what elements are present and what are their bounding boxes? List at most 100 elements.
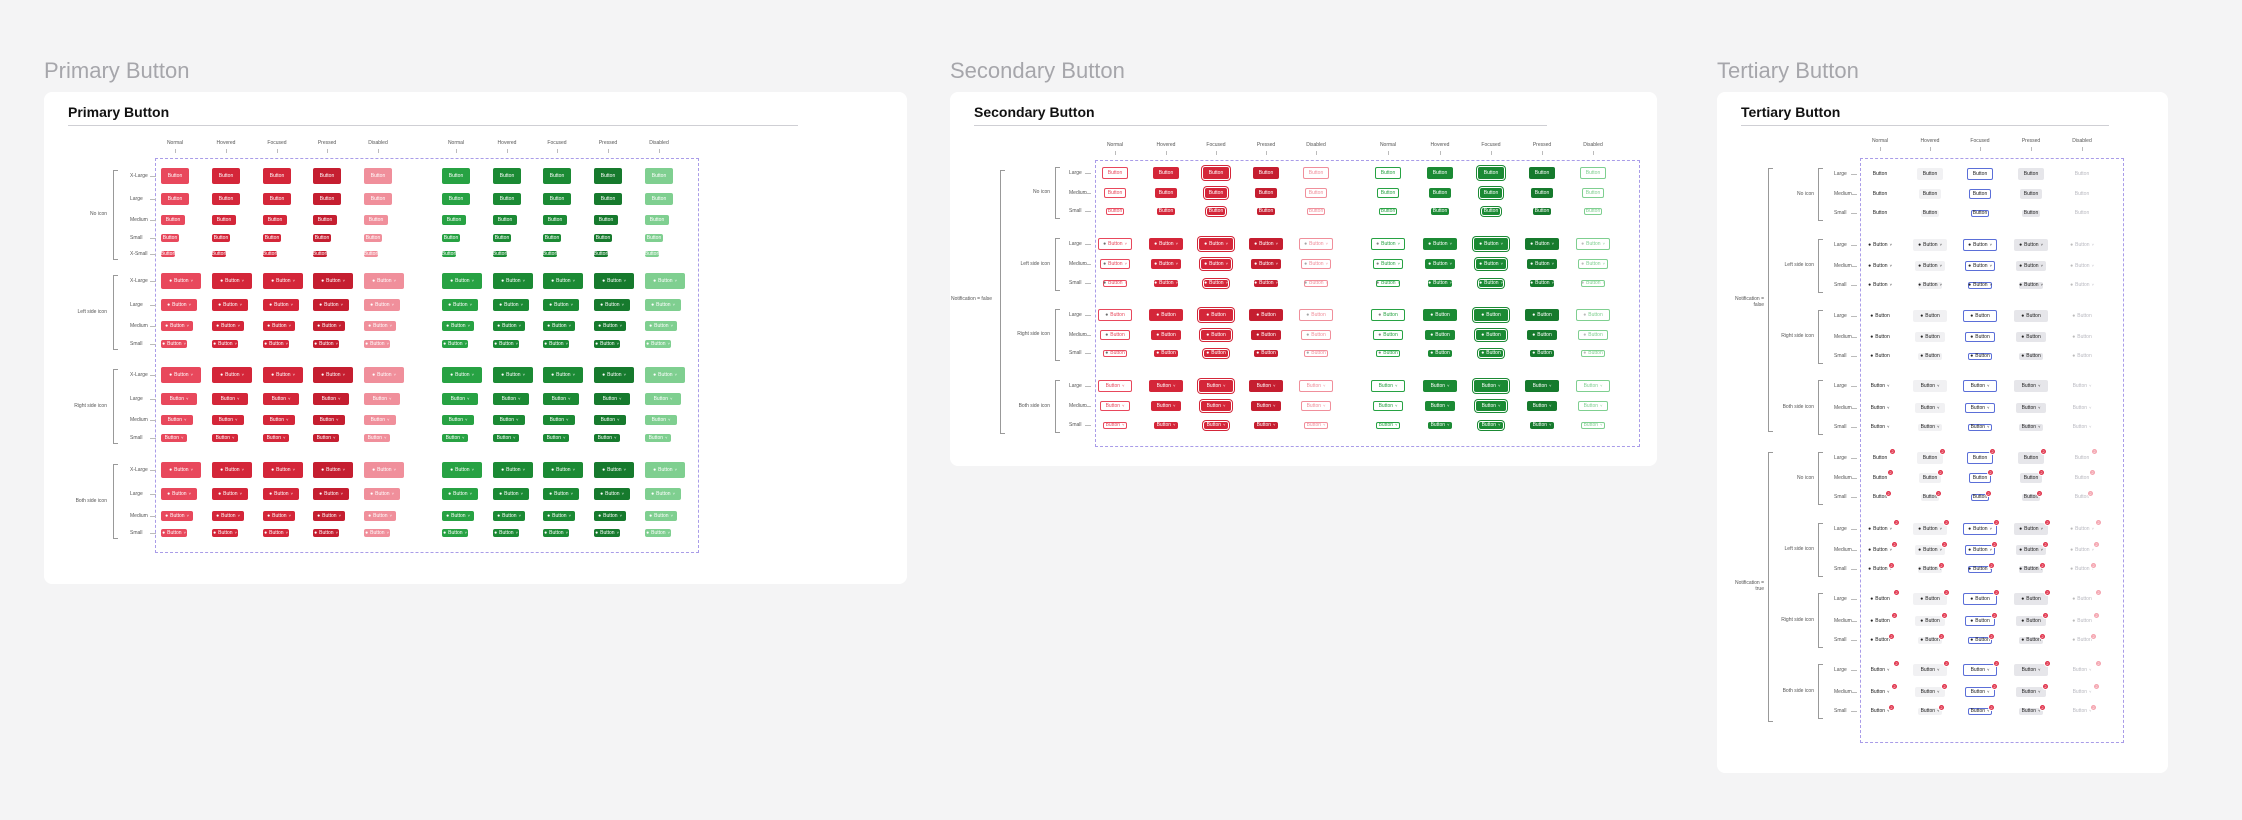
button[interactable]: ● Button ˅ xyxy=(313,462,353,478)
button[interactable]: Button xyxy=(1480,188,1502,198)
button[interactable]: Button xyxy=(645,215,669,225)
button[interactable]: ● Button ˅ xyxy=(1199,238,1233,250)
button[interactable]: Button xyxy=(2069,452,2095,464)
button[interactable]: ● Button ˅ xyxy=(313,299,349,311)
button[interactable]: ● Button ˅ xyxy=(313,529,339,537)
button[interactable]: Button xyxy=(543,251,557,257)
button[interactable]: Button ˅ xyxy=(1863,664,1897,676)
button[interactable]: Button xyxy=(1871,493,1889,501)
button[interactable]: ● Button ˅ xyxy=(1098,238,1132,250)
button[interactable]: Button xyxy=(161,193,189,205)
button[interactable]: ● Button ˅ xyxy=(161,511,193,521)
button[interactable]: Button ˅ xyxy=(1915,403,1945,413)
button[interactable]: ● Button ˅ xyxy=(212,299,248,311)
button[interactable]: Button ˅ xyxy=(2067,687,2097,697)
button[interactable]: Button xyxy=(2073,209,2091,217)
button[interactable]: ● Button xyxy=(1863,310,1897,322)
button[interactable]: Button ˅ xyxy=(2070,423,2094,431)
button[interactable]: Button ˅ xyxy=(212,434,238,442)
button[interactable]: ● Button ˅ xyxy=(442,488,478,500)
button[interactable]: ● Button ˅ xyxy=(645,321,677,331)
button[interactable]: Button ˅ xyxy=(1301,401,1331,411)
button[interactable]: ● Button ˅ xyxy=(1371,238,1405,250)
button[interactable]: ● Button ˅ xyxy=(313,273,353,289)
button[interactable]: ● Button ˅ xyxy=(161,488,197,500)
button[interactable]: Button ˅ xyxy=(1371,380,1405,392)
button[interactable]: ● Button ˅ xyxy=(442,273,482,289)
button[interactable]: Button xyxy=(1207,207,1225,215)
button[interactable]: ● Button ˅ xyxy=(1474,238,1508,250)
button[interactable]: ● Button ˅ xyxy=(543,299,579,311)
button[interactable]: Button ˅ xyxy=(364,393,400,405)
button[interactable]: ● Button ˅ xyxy=(1151,259,1181,269)
button[interactable]: ● Button ˅ xyxy=(1863,239,1897,251)
button[interactable]: ● Button ˅ xyxy=(442,321,474,331)
button[interactable]: ● Button ˅ xyxy=(1913,239,1947,251)
button[interactable]: ● Button xyxy=(1863,593,1897,605)
button[interactable]: ● Button ˅ xyxy=(594,529,620,537)
button[interactable]: ● Button xyxy=(1425,330,1455,340)
button[interactable]: Button xyxy=(493,168,521,184)
button[interactable]: Button ˅ xyxy=(1376,421,1400,429)
button[interactable]: Button ˅ xyxy=(364,415,396,425)
button[interactable]: Button xyxy=(493,215,517,225)
button[interactable]: ● Button ˅ xyxy=(1154,279,1178,287)
button[interactable]: Button ˅ xyxy=(1098,380,1132,392)
button[interactable]: Button ˅ xyxy=(1868,423,1892,431)
button[interactable]: ● Button xyxy=(1249,309,1283,321)
button[interactable]: ● Button ˅ xyxy=(2067,545,2097,555)
button[interactable]: Button ˅ xyxy=(493,393,529,405)
button[interactable]: Button ˅ xyxy=(1479,421,1503,429)
button[interactable]: ● Button ˅ xyxy=(263,462,303,478)
button[interactable]: Button xyxy=(594,234,612,242)
button[interactable]: ● Button ˅ xyxy=(161,529,187,537)
button[interactable]: ● Button ˅ xyxy=(212,529,238,537)
button[interactable]: ● Button ˅ xyxy=(1963,523,1997,535)
button[interactable]: Button ˅ xyxy=(1425,401,1455,411)
button[interactable]: ● Button ˅ xyxy=(543,273,583,289)
button[interactable]: Button xyxy=(1917,168,1943,180)
button[interactable]: ● Button ˅ xyxy=(442,462,482,478)
button[interactable]: ● Button xyxy=(1915,616,1945,626)
button[interactable]: ● Button ˅ xyxy=(364,299,400,311)
button[interactable]: Button xyxy=(1482,207,1500,215)
button[interactable]: Button xyxy=(1529,167,1555,179)
button[interactable]: ● Button xyxy=(1251,330,1281,340)
button[interactable]: ● Button ˅ xyxy=(263,488,299,500)
button[interactable]: ● Button xyxy=(1474,309,1508,321)
button[interactable]: ● Button ˅ xyxy=(594,367,634,383)
button[interactable]: ● Button xyxy=(1371,309,1405,321)
button[interactable]: Button xyxy=(1967,168,1993,180)
button[interactable]: ● Button ˅ xyxy=(1965,545,1995,555)
button[interactable]: Button xyxy=(1157,207,1175,215)
button[interactable]: Button ˅ xyxy=(1204,421,1228,429)
button[interactable]: Button xyxy=(1871,209,1889,217)
button[interactable]: Button ˅ xyxy=(2065,380,2099,392)
button[interactable]: Button xyxy=(493,251,507,257)
button[interactable]: Button ˅ xyxy=(1151,401,1181,411)
button[interactable]: ● Button ˅ xyxy=(442,529,468,537)
button[interactable]: ● Button xyxy=(1913,593,1947,605)
button[interactable]: Button ˅ xyxy=(1965,403,1995,413)
button[interactable]: ● Button ˅ xyxy=(263,321,295,331)
button[interactable]: Button ˅ xyxy=(442,393,478,405)
button[interactable]: Button ˅ xyxy=(1863,380,1897,392)
button[interactable]: Button xyxy=(442,251,456,257)
button[interactable]: Button ˅ xyxy=(263,393,299,405)
button[interactable]: ● Button xyxy=(1254,349,1278,357)
button[interactable]: Button xyxy=(1531,188,1553,198)
button[interactable]: Button ˅ xyxy=(161,415,193,425)
button[interactable]: ● Button ˅ xyxy=(2065,239,2099,251)
button[interactable]: Button ˅ xyxy=(594,393,630,405)
button[interactable]: ● Button ˅ xyxy=(313,488,349,500)
button[interactable]: ● Button ˅ xyxy=(364,488,400,500)
button[interactable]: ● Button ˅ xyxy=(364,321,396,331)
button[interactable]: ● Button xyxy=(1963,310,1997,322)
button[interactable]: ● Button ˅ xyxy=(645,462,685,478)
button[interactable]: Button xyxy=(2018,168,2044,180)
button[interactable]: Button xyxy=(594,215,618,225)
button[interactable]: Button ˅ xyxy=(1865,687,1895,697)
button[interactable]: ● Button ˅ xyxy=(263,529,289,537)
button[interactable]: Button ˅ xyxy=(1963,664,1997,676)
button[interactable]: ● Button xyxy=(1868,636,1892,644)
